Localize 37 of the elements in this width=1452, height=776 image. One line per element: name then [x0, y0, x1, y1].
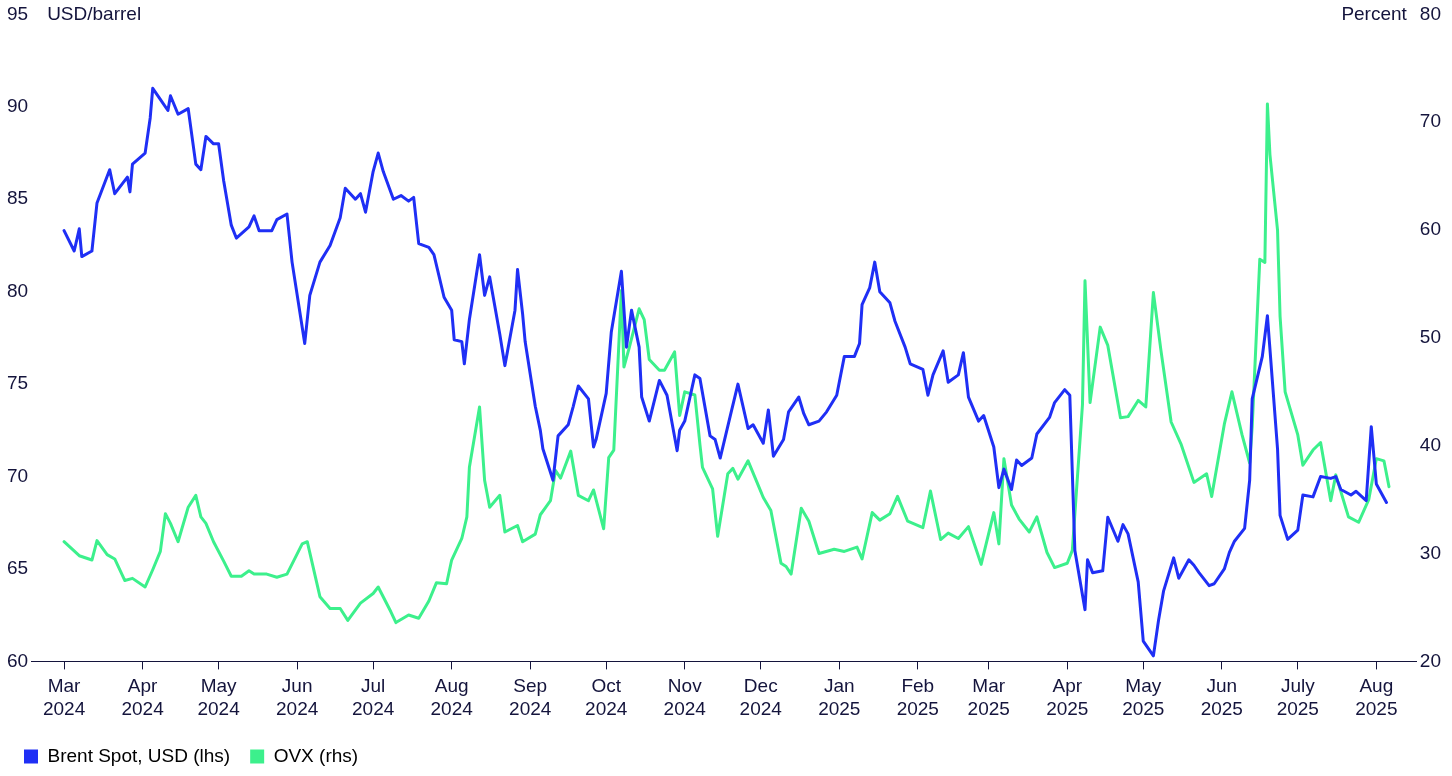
y2-tick-label: 20: [1419, 649, 1442, 671]
x-tick-label: May 2024: [197, 675, 241, 719]
x-tick-label: Mar 2025: [967, 675, 1010, 719]
x-tick-label: Aug 2024: [430, 675, 474, 719]
x-tick-label: Jun 2024: [275, 675, 319, 719]
legend-label: OVX (rhs): [273, 744, 359, 766]
x-tick-label: Nov 2024: [663, 675, 707, 719]
x-tick-label: Jan 2025: [818, 675, 861, 719]
y-tick-label: 60: [6, 649, 29, 671]
x-tick-label: May 2025: [1122, 675, 1165, 719]
y-tick-label: 70: [6, 464, 29, 486]
y-tick-label: 75: [6, 372, 29, 394]
x-tick-label: Jul 2024: [351, 675, 395, 719]
y-tick-label: 80: [6, 279, 29, 301]
x-tick-label: Apr 2024: [121, 675, 165, 719]
y-tick-label: 85: [6, 187, 29, 209]
y-tick-label: 90: [6, 95, 29, 117]
y2-axis-title: Percent: [1341, 2, 1408, 24]
x-tick-label: Jun 2025: [1200, 675, 1243, 719]
x-tick-label: Oct 2024: [585, 675, 628, 719]
x-tick-label: Aug 2025: [1355, 675, 1398, 719]
x-tick-label: Feb 2025: [896, 675, 939, 719]
y-tick-label: 65: [6, 557, 29, 579]
x-tick-label: Mar 2024: [42, 675, 86, 719]
y-tick-label: 95: [6, 2, 29, 24]
x-tick-label: Apr 2025: [1046, 675, 1089, 719]
legend-label: Brent Spot, USD (lhs): [47, 744, 231, 766]
y2-tick-label: 70: [1419, 110, 1442, 132]
x-tick-label: Dec 2024: [739, 675, 783, 719]
y-axis-title: USD/barrel: [47, 2, 142, 24]
x-tick-label: Sep 2024: [509, 675, 552, 719]
y2-tick-label: 50: [1419, 326, 1442, 348]
x-tick-label: July 2025: [1276, 675, 1319, 719]
y2-tick-label: 80: [1419, 2, 1442, 24]
y2-tick-label: 60: [1419, 218, 1442, 240]
y2-tick-label: 30: [1419, 541, 1442, 563]
y2-tick-label: 40: [1419, 433, 1442, 455]
